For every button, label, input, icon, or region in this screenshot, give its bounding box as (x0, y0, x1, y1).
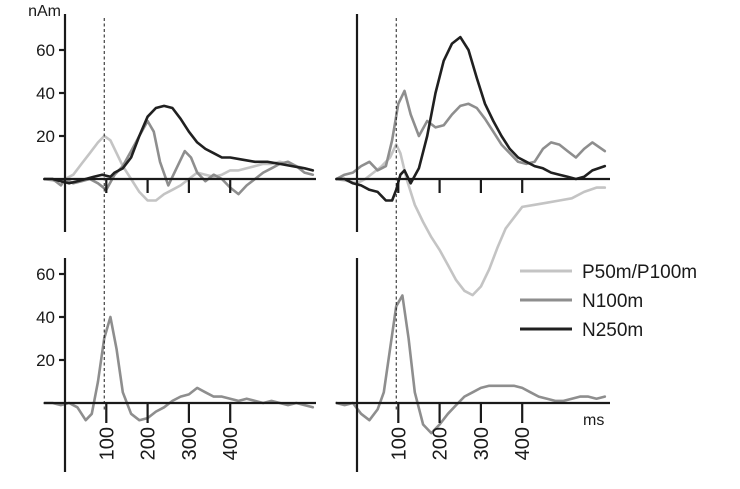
y-tick-label: 60 (36, 41, 55, 60)
series-p50m-p100m-line (43, 134, 315, 202)
series-n250m-line (43, 104, 315, 185)
x-tick-label: 100 (96, 427, 118, 460)
panels: 20 40 60 nAm 20 40 60 100 200 300 400 100 200 300 400 m… (28, 3, 610, 472)
legend-label-n250m: N250m (582, 320, 643, 341)
legend: P50m/P100m N100m N250m (520, 262, 697, 341)
x-tick-label: 400 (512, 427, 534, 460)
panel-top-right (335, 14, 610, 297)
y-unit-label: nAm (28, 3, 61, 20)
x-tick-label: 300 (471, 427, 493, 460)
y-tick-label: 20 (36, 351, 55, 370)
series-n100m-line (43, 119, 315, 196)
legend-label-n100m: N100m (582, 291, 643, 312)
x-tick-label: 400 (220, 427, 242, 460)
y-tick-label: 40 (36, 84, 55, 103)
x-tick-label: 200 (138, 427, 160, 460)
series-n100m-line (43, 315, 315, 422)
panel-top-left: 20 40 60 nAm (28, 3, 316, 258)
series-p50m-p100m-line (335, 143, 607, 297)
x-unit-label: ms (583, 412, 604, 429)
panel-bottom-left: 20 40 60 100 200 300 400 (36, 258, 316, 472)
series-n250m-line (335, 35, 607, 202)
y-tick-label: 40 (36, 308, 55, 327)
y-tick-label: 60 (36, 265, 55, 284)
x-tick-label: 300 (179, 427, 201, 460)
series-n100m-line (335, 89, 607, 181)
x-tick-label: 100 (388, 427, 410, 460)
y-tick-label: 20 (36, 127, 55, 146)
panel-bottom-right: 100 200 300 400 ms (335, 258, 610, 472)
series-n100m-line (335, 294, 607, 435)
legend-label-p50m-p100m: P50m/P100m (582, 262, 697, 283)
x-tick-label: 200 (430, 427, 452, 460)
